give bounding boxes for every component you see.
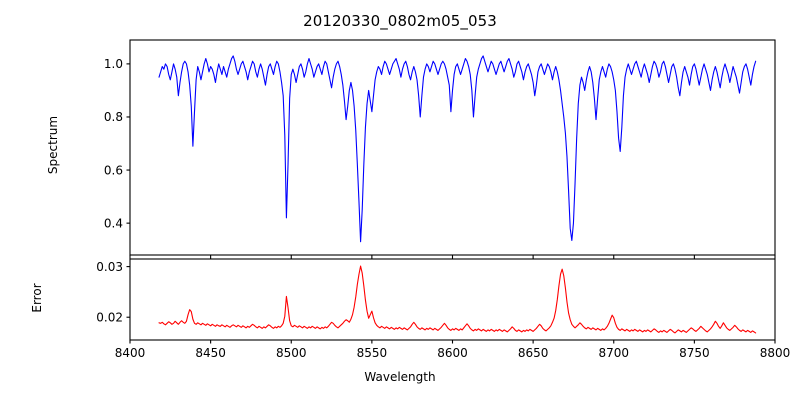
x-tick-label: 8650 [518,346,549,360]
y-tick-label: 0.03 [96,260,123,274]
series-line-error [158,265,757,334]
y-tick-label: 0.02 [96,310,123,324]
x-tick-label: 8450 [195,346,226,360]
axes-frame-spectrum [129,39,776,256]
x-tick-label: 8600 [437,346,468,360]
page-title: 20120330_0802m05_053 [303,12,497,30]
x-tick-label: 8400 [115,346,146,360]
axes-spectrum: 0.4 0.6 0.8 1.0 [104,39,776,259]
y-tick-label: 0.6 [104,163,123,177]
series-line-spectrum [158,55,757,243]
axes-error: 8400 8450 8500 8550 8600 8650 8700 8750 8800 0.02… [96,258,791,360]
x-tick-label: 8500 [276,346,307,360]
x-tick-label: 8800 [760,346,791,360]
x-axis-label-wavelength: Wavelength [364,370,436,384]
y-tick-label: 1.0 [104,57,123,71]
x-tick-label: 8700 [598,346,629,360]
x-tick-label: 8550 [357,346,388,360]
axes-frame-error [129,258,776,341]
y-tick-label: 0.4 [104,216,123,230]
y-tick-label: 0.8 [104,110,123,124]
x-tick-label: 8750 [679,346,710,360]
